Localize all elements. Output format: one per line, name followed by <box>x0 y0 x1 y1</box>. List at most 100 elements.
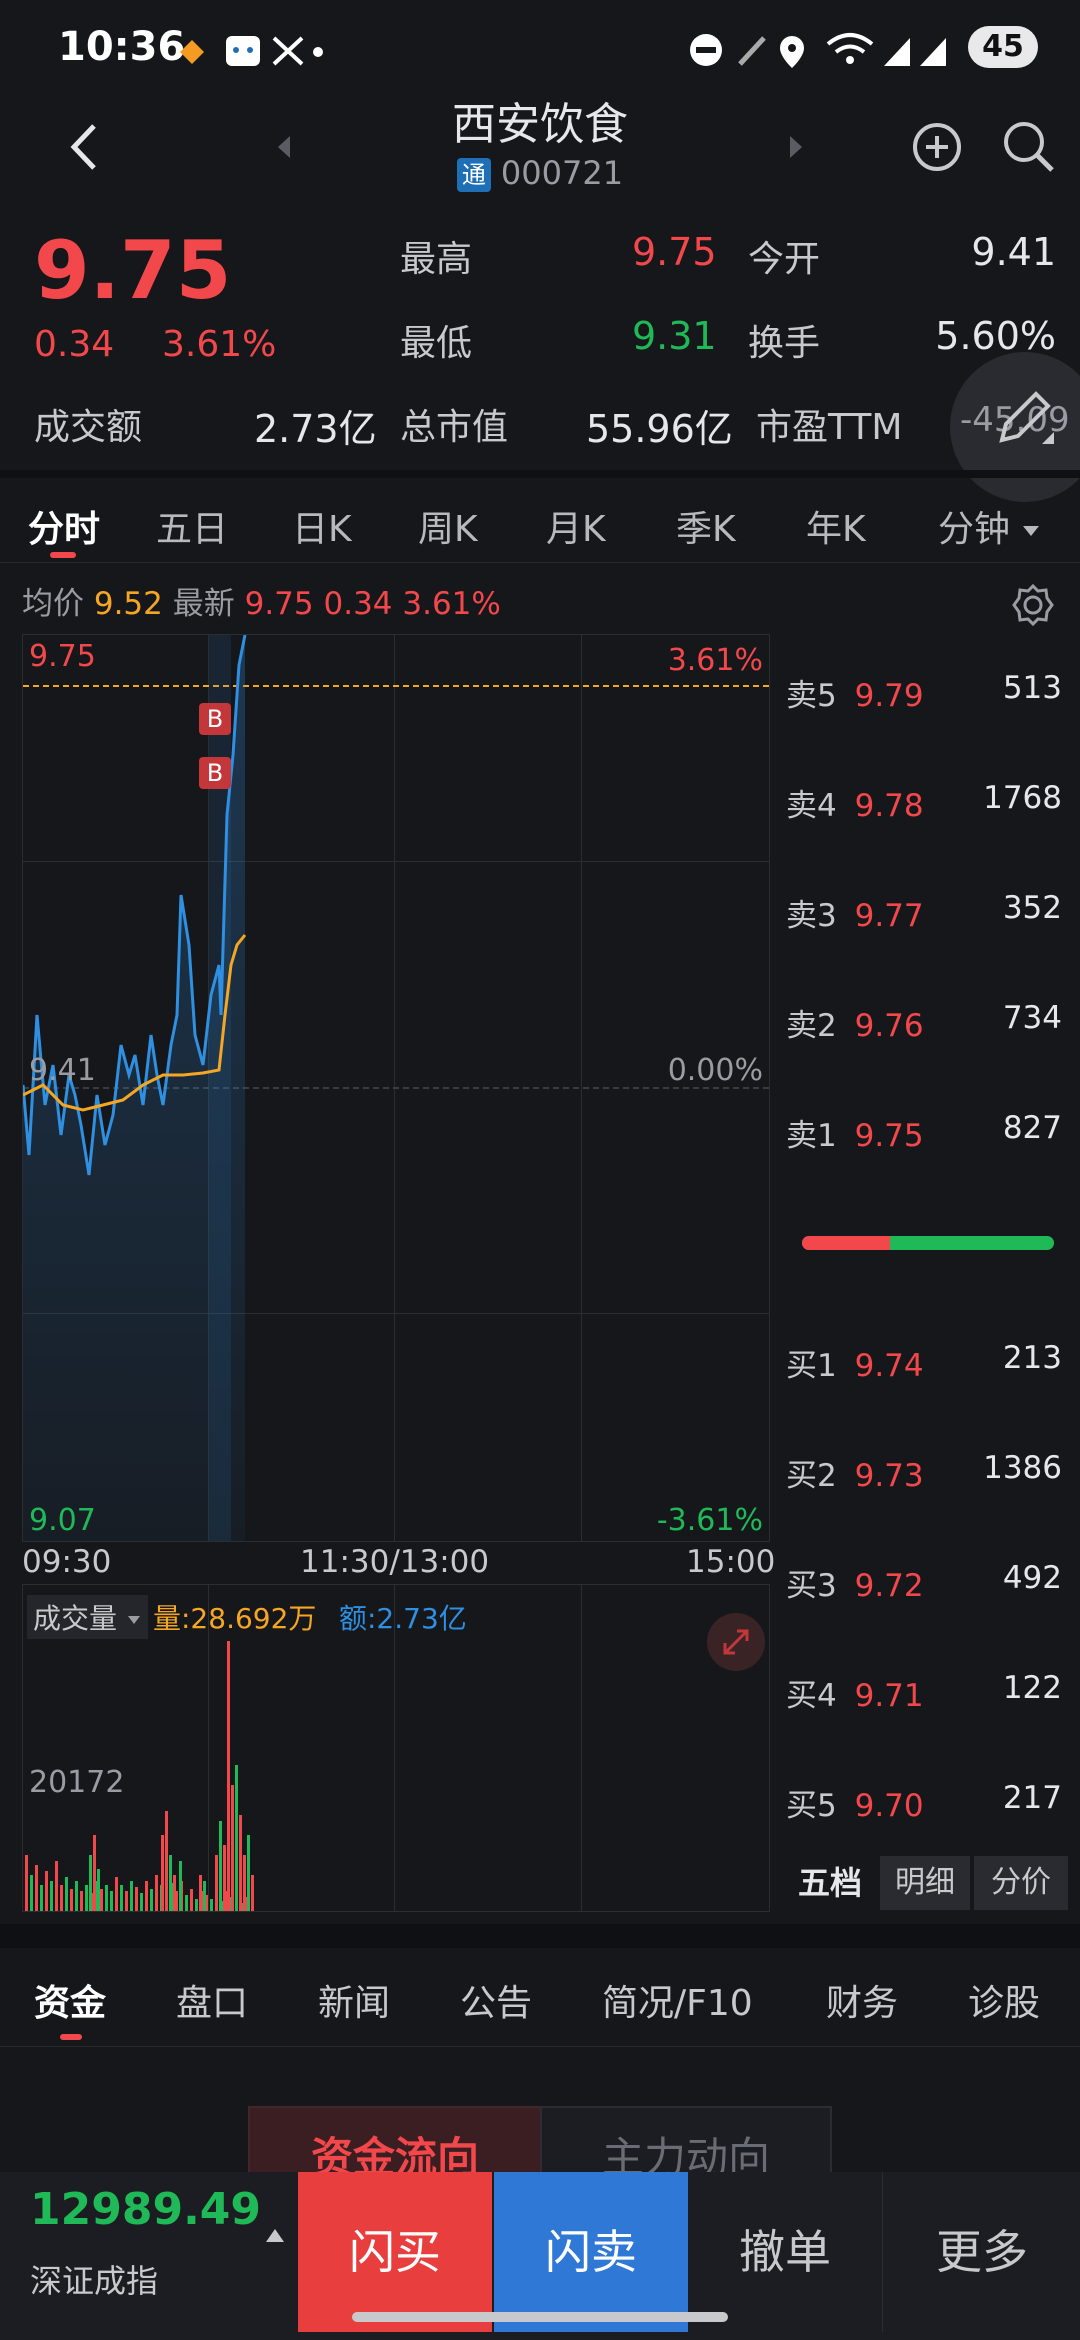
add-circle-icon[interactable] <box>910 120 964 174</box>
tab-five-level[interactable]: 五档 <box>798 1864 863 1902</box>
bid-row[interactable]: 买4 9.71 122 <box>786 1670 1062 1715</box>
amount-value: 2.73亿 <box>254 407 377 451</box>
bid-price: 9.70 <box>854 1788 924 1824</box>
battery-indicator: 45 <box>968 26 1038 68</box>
bid-qty: 1386 <box>983 1450 1062 1486</box>
prev-arrow-icon[interactable] <box>274 134 294 160</box>
y-label-top: 9.75 <box>29 639 96 674</box>
ask-price: 9.75 <box>854 1118 924 1154</box>
tab-active-indicator <box>50 552 76 558</box>
connect-badge: 通 <box>456 158 491 192</box>
index-name[interactable]: 深证成指 <box>30 2262 159 2300</box>
ask-price: 9.79 <box>854 678 924 714</box>
tab-minute[interactable]: 分钟 <box>938 500 1041 552</box>
bid-qty: 213 <box>1002 1340 1062 1376</box>
divider <box>0 470 1080 478</box>
tab-news[interactable]: 新闻 <box>318 1983 391 2024</box>
tab-financials[interactable]: 财务 <box>826 1983 899 2024</box>
volume-dropdown[interactable]: 成交量 <box>27 1595 148 1639</box>
bid-label: 买4 <box>786 1678 837 1714</box>
divider <box>0 1924 1080 1948</box>
tab-order-flow[interactable]: 盘口 <box>176 1983 249 2024</box>
buy-marker[interactable]: B <box>199 757 231 789</box>
quick-sell-button[interactable]: 闪卖 <box>494 2172 688 2332</box>
bid-row[interactable]: 买3 9.72 492 <box>786 1560 1062 1605</box>
back-icon[interactable] <box>64 120 104 174</box>
divider <box>0 562 1080 563</box>
pct-label-bottom: -3.61% <box>656 1503 763 1538</box>
bid-ask-ratio-bar <box>802 1236 1054 1250</box>
tab-five-day[interactable]: 五日 <box>156 509 229 550</box>
tab-weekly-k[interactable]: 周K <box>418 509 478 550</box>
ask-row[interactable]: 卖3 9.77 352 <box>786 890 1062 935</box>
price-change-pct: 3.61% <box>162 324 277 365</box>
cancel-order-button[interactable]: 撤单 <box>690 2172 880 2332</box>
search-icon[interactable] <box>1000 118 1056 174</box>
bid-label: 买1 <box>786 1348 837 1384</box>
ask-row[interactable]: 卖5 9.79 513 <box>786 670 1062 715</box>
tab-announcements[interactable]: 公告 <box>460 1983 533 2024</box>
volume-chart[interactable]: 成交量 量:28.692万 额:2.73亿 20172 <box>22 1584 770 1912</box>
tab-daily-k[interactable]: 日K <box>292 509 352 550</box>
buy-marker[interactable]: B <box>199 703 231 735</box>
turnover-value: 5.60% <box>935 314 1056 358</box>
next-arrow-icon[interactable] <box>786 134 806 160</box>
last-price: 9.75 <box>34 224 232 317</box>
pe-label: 市盈TTM <box>756 407 903 448</box>
tab-main-force[interactable]: 主力动向 <box>540 2106 832 2180</box>
avg-label: 均价 <box>22 586 84 622</box>
bid-label: 买3 <box>786 1568 837 1604</box>
x-label-start: 09:30 <box>22 1544 112 1580</box>
edit-icon <box>999 391 1054 444</box>
ask-label: 卖5 <box>786 678 837 714</box>
tab-fund-flow[interactable]: 资金流向 <box>248 2106 542 2180</box>
avg-price: 9.52 <box>93 586 163 622</box>
low-label: 最低 <box>400 323 473 364</box>
stock-code-row: 通 000721 <box>0 154 1080 192</box>
ask-ratio-fill <box>802 1236 891 1250</box>
settings-icon[interactable] <box>1010 582 1056 628</box>
ask-qty: 734 <box>1002 1000 1062 1036</box>
ask-row[interactable]: 卖4 9.78 1768 <box>786 780 1062 825</box>
more-button[interactable]: 更多 <box>884 2172 1080 2332</box>
tab-funds[interactable]: 资金 <box>34 1983 107 2024</box>
tab-intraday[interactable]: 分时 <box>28 509 101 550</box>
system-status-icons <box>690 33 946 68</box>
tab-quarterly-k[interactable]: 季K <box>676 509 736 550</box>
index-value[interactable]: 12989.49 <box>30 2184 262 2235</box>
bid-row[interactable]: 买2 9.73 1386 <box>786 1450 1062 1495</box>
ask-qty: 827 <box>1002 1110 1062 1146</box>
tab-yearly-k[interactable]: 年K <box>806 509 866 550</box>
pe-value: -45.09 <box>960 400 1070 440</box>
notification-icons <box>180 36 323 66</box>
ask-price: 9.76 <box>854 1008 924 1044</box>
ask-row[interactable]: 卖2 9.76 734 <box>786 1000 1062 1045</box>
volume-dropdown-label: 成交量 <box>33 1602 118 1635</box>
intraday-chart[interactable]: B B 9.75 9.41 9.07 3.61% 0.00% -3.61% <box>22 634 770 1542</box>
open-value: 9.41 <box>971 230 1056 274</box>
ask-label: 卖1 <box>786 1118 837 1154</box>
expand-up-icon[interactable] <box>264 2226 286 2244</box>
tab-detail[interactable]: 明细 <box>880 1856 970 1910</box>
quick-buy-button[interactable]: 闪买 <box>298 2172 492 2332</box>
tab-diagnosis[interactable]: 诊股 <box>968 1983 1041 2024</box>
bid-row[interactable]: 买1 9.74 213 <box>786 1340 1062 1385</box>
ask-row[interactable]: 卖1 9.75 827 <box>786 1110 1062 1155</box>
status-bar: 10:36 45 <box>0 0 1080 90</box>
high-value: 9.75 <box>632 230 717 274</box>
expand-icon <box>723 1629 749 1655</box>
bid-price: 9.71 <box>854 1678 924 1714</box>
edit-button[interactable]: -45.09 <box>950 352 1080 502</box>
y-label-mid: 9.41 <box>29 1053 96 1088</box>
home-indicator[interactable] <box>352 2312 728 2322</box>
tab-profile-f10[interactable]: 简况/F10 <box>602 1983 753 2024</box>
bid-label: 买5 <box>786 1788 837 1824</box>
divider <box>882 2172 883 2332</box>
expand-button[interactable] <box>707 1613 765 1671</box>
tab-monthly-k[interactable]: 月K <box>546 509 606 550</box>
bid-row[interactable]: 买5 9.70 217 <box>786 1780 1062 1825</box>
tab-price-distribution[interactable]: 分价 <box>974 1856 1068 1910</box>
price-lines <box>23 635 247 1541</box>
ask-label: 卖4 <box>786 788 837 824</box>
bid-label: 买2 <box>786 1458 837 1494</box>
